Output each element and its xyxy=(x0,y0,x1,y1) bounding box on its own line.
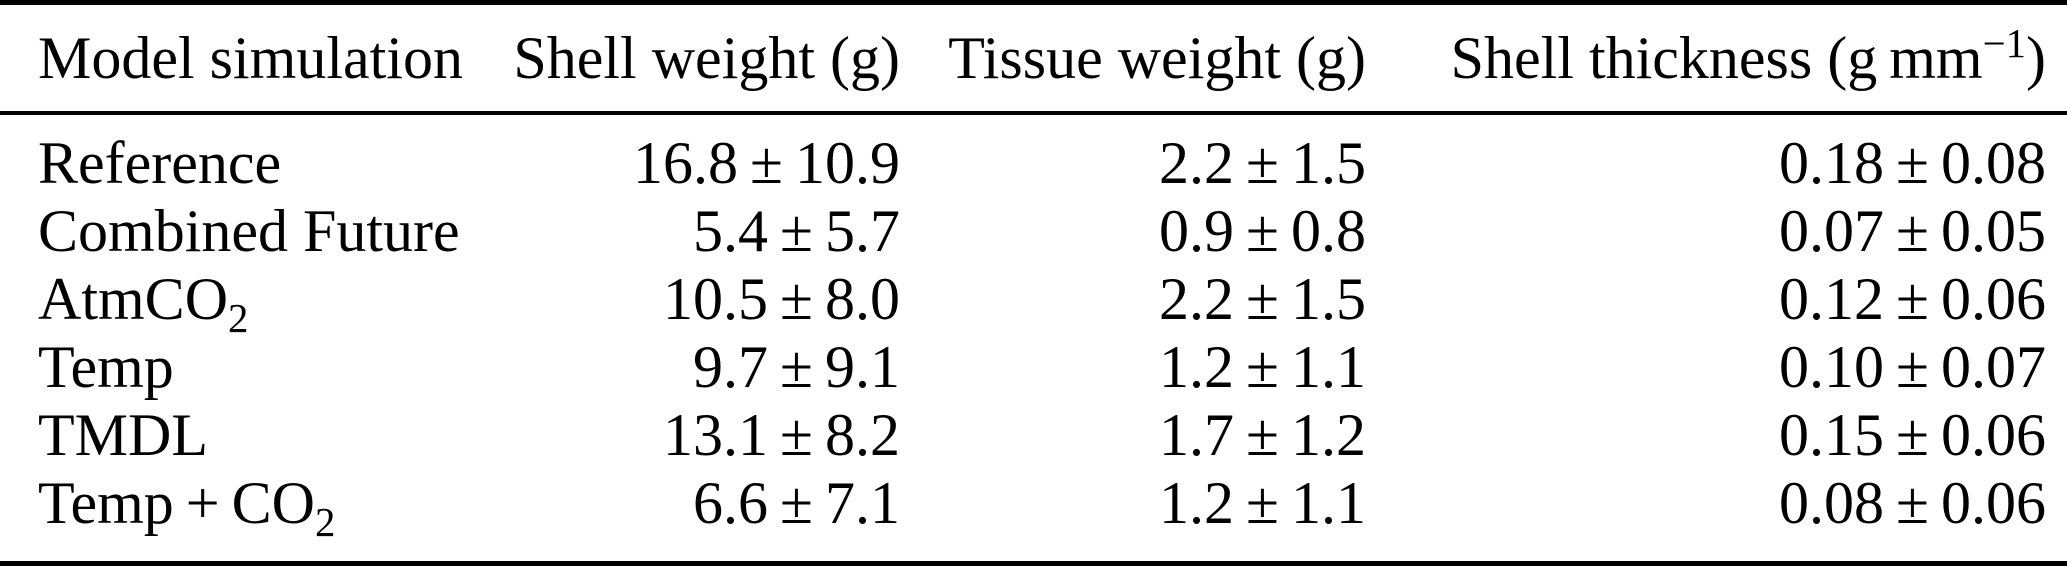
shell-thickness-cell: 0.08 ± 0.06 xyxy=(1779,470,2046,536)
model-cell: TMDL xyxy=(0,401,470,469)
model-label: TMDL xyxy=(38,402,208,468)
tissue-weight-cell: 1.7 ± 1.2 xyxy=(1159,402,1366,468)
shell-weight-cell: 13.1 ± 8.2 xyxy=(663,402,900,468)
model-subscript: 2 xyxy=(228,296,249,341)
model-label: Temp xyxy=(38,334,174,400)
shell-weight-cell: 5.4 ± 5.7 xyxy=(693,198,900,264)
column-header-tissue-weight: Tissue weight (g) xyxy=(900,2,1366,115)
model-label: AtmCO xyxy=(38,266,229,332)
shell-weight-cell: 6.6 ± 7.1 xyxy=(693,470,900,536)
tissue-weight-cell: 2.2 ± 1.5 xyxy=(1159,266,1366,332)
shell-thickness-cell: 0.12 ± 0.06 xyxy=(1779,266,2046,332)
shell-weight-cell: 16.8 ± 10.9 xyxy=(633,130,900,196)
shell-thickness-unit-exponent: −1 xyxy=(1982,20,2027,66)
model-cell: Temp xyxy=(0,333,470,401)
model-cell: Reference xyxy=(0,113,470,197)
shell-thickness-unit-post: ) xyxy=(2026,24,2046,91)
table-row: Temp 9.7 ± 9.1 1.2 ± 1.1 0.10 ± 0.07 xyxy=(0,333,2067,401)
shell-thickness-cell: 0.07 ± 0.05 xyxy=(1779,198,2046,264)
tissue-weight-cell: 0.9 ± 0.8 xyxy=(1159,198,1366,264)
column-header-shell-weight: Shell weight (g) xyxy=(470,2,900,115)
table-row: TMDL 13.1 ± 8.2 1.7 ± 1.2 0.15 ± 0.06 xyxy=(0,401,2067,469)
table-row: AtmCO2 10.5 ± 8.0 2.2 ± 1.5 0.12 ± 0.06 xyxy=(0,265,2067,339)
model-cell: Temp + CO2 xyxy=(0,469,470,564)
table-row: Reference 16.8 ± 10.9 2.2 ± 1.5 0.18 ± 0… xyxy=(0,113,2067,197)
shell-thickness-cell: 0.10 ± 0.07 xyxy=(1779,334,2046,400)
column-header-model-simulation: Model simulation xyxy=(0,2,470,115)
shell-thickness-unit-pre: Shell thickness (g mm xyxy=(1450,24,1983,91)
shell-thickness-cell: 0.15 ± 0.06 xyxy=(1779,402,2046,468)
model-label: Temp + CO xyxy=(38,470,315,536)
column-header-shell-thickness: Shell thickness (g mm−1) xyxy=(1366,2,2067,115)
model-label: Reference xyxy=(38,130,282,196)
tissue-weight-cell: 1.2 ± 1.1 xyxy=(1159,470,1366,536)
table-row: Temp + CO2 6.6 ± 7.1 1.2 ± 1.1 0.08 ± 0.… xyxy=(0,469,2067,564)
tissue-weight-cell: 1.2 ± 1.1 xyxy=(1159,334,1366,400)
shell-thickness-cell: 0.18 ± 0.08 xyxy=(1779,130,2046,196)
table-header-row: Model simulation Shell weight (g) Tissue… xyxy=(0,2,2067,115)
model-label: Combined Future xyxy=(38,198,460,264)
model-cell: Combined Future xyxy=(0,197,470,265)
tissue-weight-cell: 2.2 ± 1.5 xyxy=(1159,130,1366,196)
model-cell: AtmCO2 xyxy=(0,265,470,339)
shell-weight-cell: 10.5 ± 8.0 xyxy=(663,266,900,332)
shell-weight-cell: 9.7 ± 9.1 xyxy=(693,334,900,400)
table-row: Combined Future 5.4 ± 5.7 0.9 ± 0.8 0.07… xyxy=(0,197,2067,265)
model-subscript: 2 xyxy=(314,500,336,545)
